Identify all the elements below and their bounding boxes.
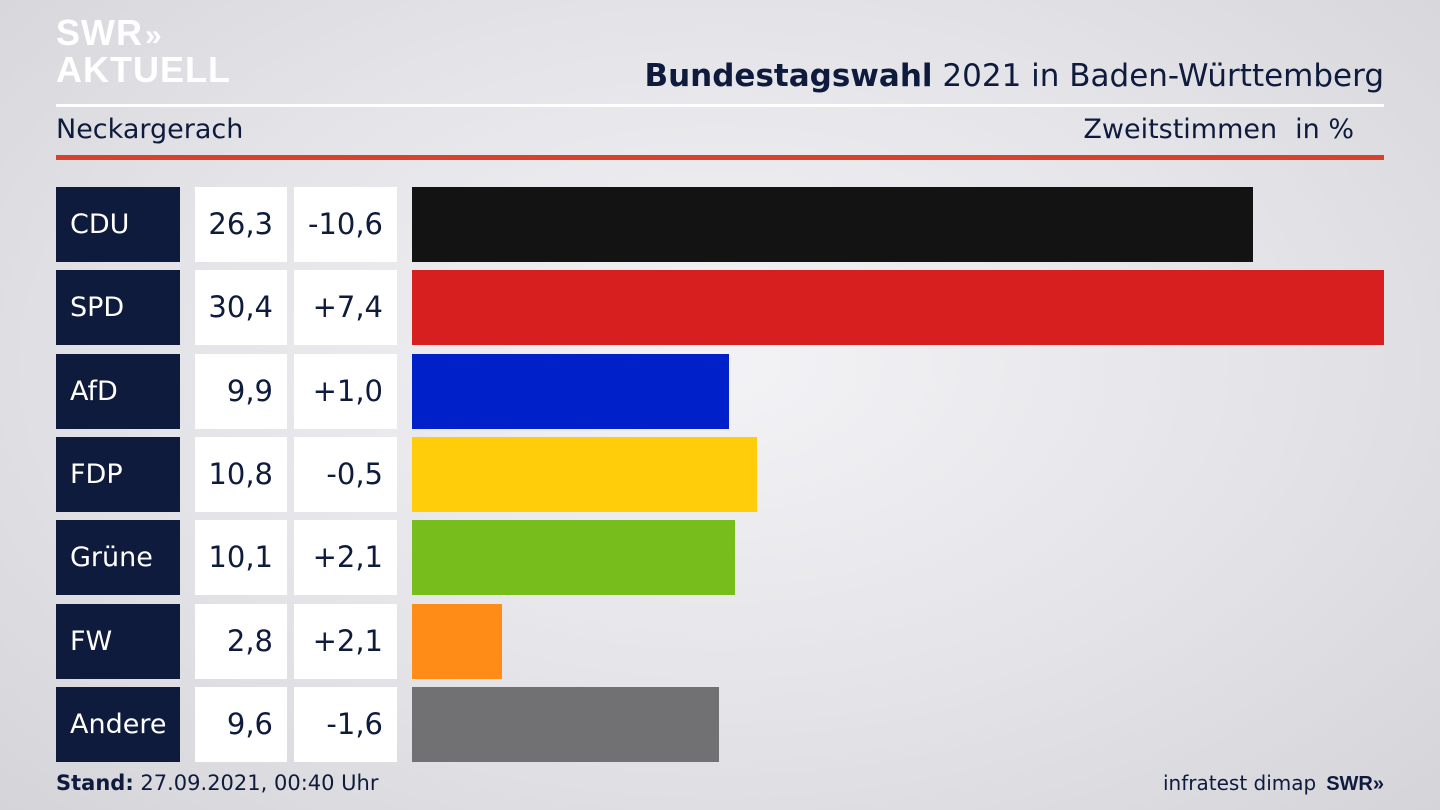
chart-title: Bundestagswahl 2021 in Baden-Württemberg [644, 58, 1384, 94]
unit-text: in % [1295, 114, 1354, 145]
bar-row: CDU 26,3 -10,6 [56, 187, 1384, 262]
bar-row: SPD 30,4 +7,4 [56, 270, 1384, 345]
timestamp: Stand: 27.09.2021, 00:40 Uhr [56, 771, 379, 795]
bar-row: Andere 9,6 -1,6 [56, 687, 1384, 762]
change-label: +2,1 [294, 604, 397, 679]
value-label: 10,1 [195, 520, 287, 595]
value-label: 10,8 [195, 437, 287, 512]
logo-aktuell-text: AKTUELL [56, 49, 231, 90]
party-label: Grüne [56, 520, 180, 595]
bar [412, 187, 1253, 262]
change-label: -10,6 [294, 187, 397, 262]
source-credit: infratest dimap SWR» [1163, 771, 1384, 796]
measure-label: Zweitstimmen in % [1083, 114, 1354, 145]
bar [412, 437, 757, 512]
stand-value: 27.09.2021, 00:40 Uhr [133, 771, 379, 795]
bar [412, 270, 1384, 345]
party-label: SPD [56, 270, 180, 345]
change-label: -0,5 [294, 437, 397, 512]
change-label: +7,4 [294, 270, 397, 345]
accent-divider [56, 155, 1384, 160]
value-label: 30,4 [195, 270, 287, 345]
party-label: CDU [56, 187, 180, 262]
change-label: -1,6 [294, 687, 397, 762]
bar [412, 354, 729, 429]
logo-swr-text: SWR [56, 12, 143, 53]
bar-row: FW 2,8 +2,1 [56, 604, 1384, 679]
header-divider [56, 104, 1384, 107]
change-label: +2,1 [294, 520, 397, 595]
source-text: infratest dimap [1163, 771, 1317, 795]
bar-row: FDP 10,8 -0,5 [56, 437, 1384, 512]
bar [412, 687, 719, 762]
value-label: 9,6 [195, 687, 287, 762]
bar-row: Grüne 10,1 +2,1 [56, 520, 1384, 595]
swr-brand-logo: SWR» [1326, 773, 1384, 795]
bar-row: AfD 9,9 +1,0 [56, 354, 1384, 429]
party-label: AfD [56, 354, 180, 429]
party-label: Andere [56, 687, 180, 762]
swr-aktuell-logo: SWR» AKTUELL [56, 15, 231, 90]
value-label: 9,9 [195, 354, 287, 429]
chart-title-bold: Bundestagswahl [644, 58, 933, 94]
value-label: 26,3 [195, 187, 287, 262]
change-label: +1,0 [294, 354, 397, 429]
value-label: 2,8 [195, 604, 287, 679]
party-label: FDP [56, 437, 180, 512]
measure-text: Zweitstimmen [1083, 114, 1278, 145]
chart-title-rest: 2021 in Baden-Württemberg [932, 58, 1384, 94]
bar [412, 520, 735, 595]
party-label: FW [56, 604, 180, 679]
place-name: Neckargerach [56, 114, 244, 145]
bar [412, 604, 502, 679]
stand-label: Stand: [56, 771, 134, 795]
